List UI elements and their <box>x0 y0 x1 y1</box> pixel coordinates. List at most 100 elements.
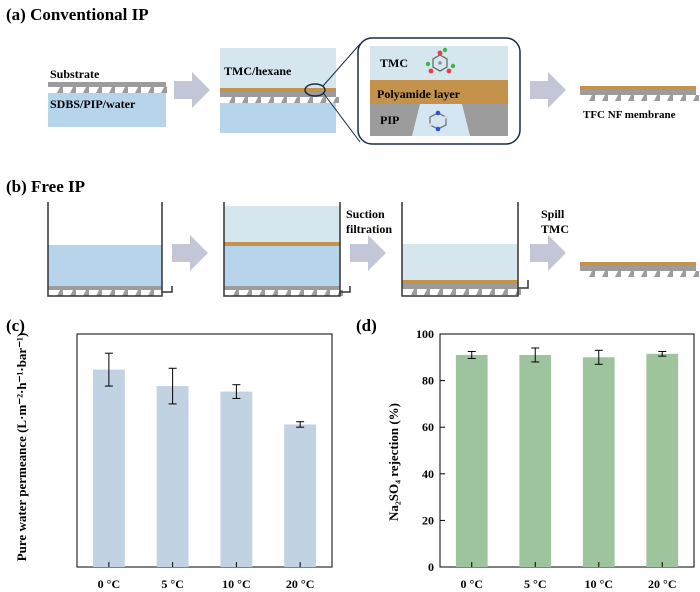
pore-wall <box>641 95 647 101</box>
pore-wall <box>96 290 102 296</box>
pore <box>673 271 683 277</box>
polyamide-layer <box>224 242 340 246</box>
product-label: TFC NF membrane <box>583 109 676 121</box>
pore <box>647 95 657 101</box>
spill-label-2: TMC <box>541 222 569 236</box>
substrate-pores <box>222 97 339 103</box>
pore <box>141 290 151 296</box>
pore-wall <box>83 87 89 93</box>
zoom-tmc-label: TMC <box>380 56 408 70</box>
pore-wall <box>57 87 63 93</box>
pore-wall <box>161 87 167 93</box>
pore <box>50 290 60 296</box>
panel-b-title: (b) Free IP <box>6 177 85 196</box>
pore <box>154 87 164 93</box>
suction-label-2: filtration <box>346 222 392 236</box>
pore-wall <box>294 97 300 103</box>
pore-wall <box>70 87 76 93</box>
pore-wall <box>667 271 673 277</box>
pore-wall <box>693 271 699 277</box>
pore <box>261 97 271 103</box>
pore-wall <box>57 290 63 296</box>
pore-wall <box>83 290 89 296</box>
pore-wall <box>148 290 154 296</box>
pore-wall <box>680 95 686 101</box>
organic-label: TMC/hexane <box>224 64 292 78</box>
pore-wall <box>122 87 128 93</box>
pore-wall <box>285 290 291 296</box>
panel-a-step2: TMC/hexane <box>220 43 361 143</box>
bar <box>455 354 488 567</box>
chart-d-panel-label: (d) <box>356 316 377 335</box>
pore-wall <box>641 271 647 277</box>
pore-wall <box>589 271 595 277</box>
pore-wall <box>70 290 76 296</box>
pore <box>595 271 605 277</box>
pore-wall <box>654 95 660 101</box>
chart-d: 0 20 40 60 80 100 0 °C 5 °C 10 °C 20 °C <box>416 327 695 591</box>
pore <box>417 289 427 295</box>
substrate-pores <box>404 289 521 295</box>
pore <box>278 290 288 296</box>
pore <box>673 95 683 101</box>
zoom-frame <box>357 37 521 145</box>
pore <box>582 95 592 101</box>
solution-label: SDBS/PIP/water <box>50 97 136 111</box>
outlet-valve <box>340 286 351 293</box>
pore <box>595 95 605 101</box>
zoom-callout: TMC Polyamide layer PIP <box>357 37 521 145</box>
beaker-3 <box>401 202 529 297</box>
pore <box>300 97 310 103</box>
panel-a-product: TFC NF membrane <box>580 86 699 121</box>
pore-wall <box>628 271 634 277</box>
pore <box>686 271 696 277</box>
pore-wall <box>333 97 339 103</box>
pore-wall <box>255 97 261 103</box>
chart-c: 0 °C 5 °C 10 °C 20 °C <box>76 333 333 591</box>
outlet-valve <box>518 280 529 289</box>
bar <box>156 386 189 567</box>
pore-wall <box>135 290 141 296</box>
pore-wall <box>424 289 430 295</box>
tmc-molecule-icon <box>425 47 456 74</box>
x-tick-label: 20 °C <box>648 577 676 591</box>
pore-wall <box>463 289 469 295</box>
y-tick-label: 40 <box>422 467 434 481</box>
pore <box>76 87 86 93</box>
pore <box>102 290 112 296</box>
pore <box>621 271 631 277</box>
x-tick-label: 10 °C <box>585 577 613 591</box>
pore <box>115 87 125 93</box>
pore <box>115 290 125 296</box>
pore-wall <box>437 289 443 295</box>
pore <box>608 95 618 101</box>
x-tick-label: 0 °C <box>98 577 120 591</box>
pore <box>89 87 99 93</box>
zoom-pip-label: PIP <box>380 113 399 127</box>
pore <box>252 290 262 296</box>
pore <box>404 289 414 295</box>
pore-wall <box>246 290 252 296</box>
pore-wall <box>489 289 495 295</box>
pore <box>235 97 245 103</box>
pore <box>63 87 73 93</box>
pore <box>76 290 86 296</box>
chart-d-ylabel: Na₂SO₄ rejection (%) <box>386 403 401 521</box>
pore-wall <box>450 289 456 295</box>
pore-wall <box>628 95 634 101</box>
pore-wall <box>311 290 317 296</box>
pore <box>608 271 618 277</box>
pore <box>634 95 644 101</box>
pore-wall <box>109 290 115 296</box>
pore-wall <box>693 95 699 101</box>
substrate-layer <box>220 92 336 97</box>
zoom-line <box>323 93 361 143</box>
pore-wall <box>602 95 608 101</box>
pore <box>265 290 275 296</box>
beaker-wall <box>401 202 519 297</box>
pore-wall <box>148 87 154 93</box>
zoom-polyamide-label: Polyamide layer <box>377 87 461 101</box>
pore <box>430 289 440 295</box>
polyamide-layer <box>580 86 696 90</box>
